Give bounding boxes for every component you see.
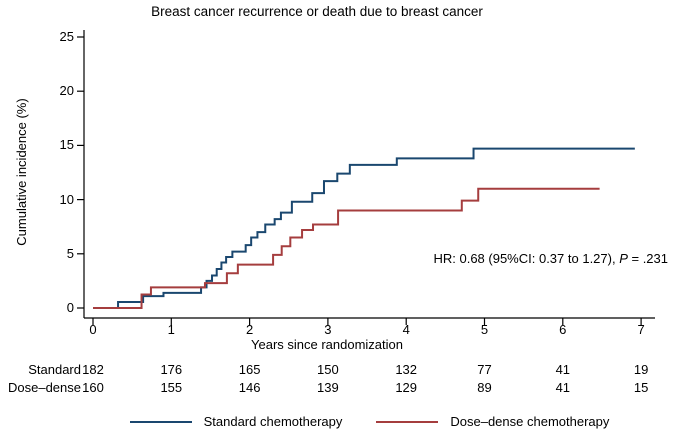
legend: Standard chemotherapy Dose–dense chemothe… [84, 414, 655, 429]
y-axis-title: Cumulative incidence (%) [14, 98, 29, 246]
p-value: = .231 [627, 251, 668, 266]
risk-row-label: Standard [28, 362, 81, 377]
legend-label: Dose–dense chemotherapy [450, 414, 610, 429]
x-tick-label: 3 [324, 322, 332, 337]
y-tick-label: 15 [59, 137, 74, 153]
y-tick-label: 0 [66, 300, 74, 315]
standard-curve [93, 147, 635, 309]
x-tick-label: 5 [480, 322, 489, 337]
hr-annotation: HR: 0.68 (95%CI: 0.37 to 1.27), P = .231 [433, 251, 668, 266]
risk-count: 41 [555, 380, 571, 395]
chart-title: Breast cancer recurrence or death due to… [151, 4, 483, 19]
risk-count: 89 [477, 380, 492, 395]
risk-row-label: Dose–dense [8, 380, 81, 395]
hr-annotation-prefix: HR: 0.68 (95%CI: 0.37 to 1.27), [433, 251, 620, 266]
y-tick-label: 25 [59, 29, 74, 44]
x-tick-label: 6 [559, 322, 567, 337]
risk-count: 139 [317, 380, 339, 395]
p-symbol: P [619, 251, 628, 266]
legend-label: Standard chemotherapy [203, 414, 343, 429]
legend-item: Standard chemotherapy [129, 414, 343, 429]
dose-dense-legend-line-icon [376, 420, 439, 423]
risk-count: 165 [238, 362, 261, 377]
risk-count: 19 [633, 362, 649, 377]
standard-legend-line-icon [129, 420, 192, 423]
risk-count: 182 [82, 362, 104, 377]
y-tick-label: 10 [59, 191, 74, 207]
risk-count: 15 [633, 380, 649, 395]
y-tick-label: 5 [66, 245, 74, 261]
legend-item: Dose–dense chemotherapy [376, 414, 609, 429]
risk-count: 77 [477, 362, 492, 377]
risk-count: 150 [317, 362, 339, 377]
risk-count: 146 [238, 380, 261, 395]
x-tick-label: 4 [402, 322, 410, 337]
risk-count: 155 [160, 380, 183, 395]
risk-count: 41 [555, 362, 571, 377]
x-axis-title: Years since randomization [251, 337, 403, 352]
x-tick-label: 1 [167, 322, 175, 337]
x-tick-label: 2 [245, 322, 254, 337]
y-tick-label: 20 [59, 83, 74, 99]
risk-count: 160 [82, 380, 104, 395]
dose-dense-curve [93, 187, 600, 309]
risk-count: 176 [160, 362, 183, 377]
risk-count: 132 [395, 362, 418, 377]
x-tick-label: 7 [637, 322, 645, 337]
x-tick-label: 0 [89, 322, 97, 337]
risk-count: 129 [395, 380, 418, 395]
